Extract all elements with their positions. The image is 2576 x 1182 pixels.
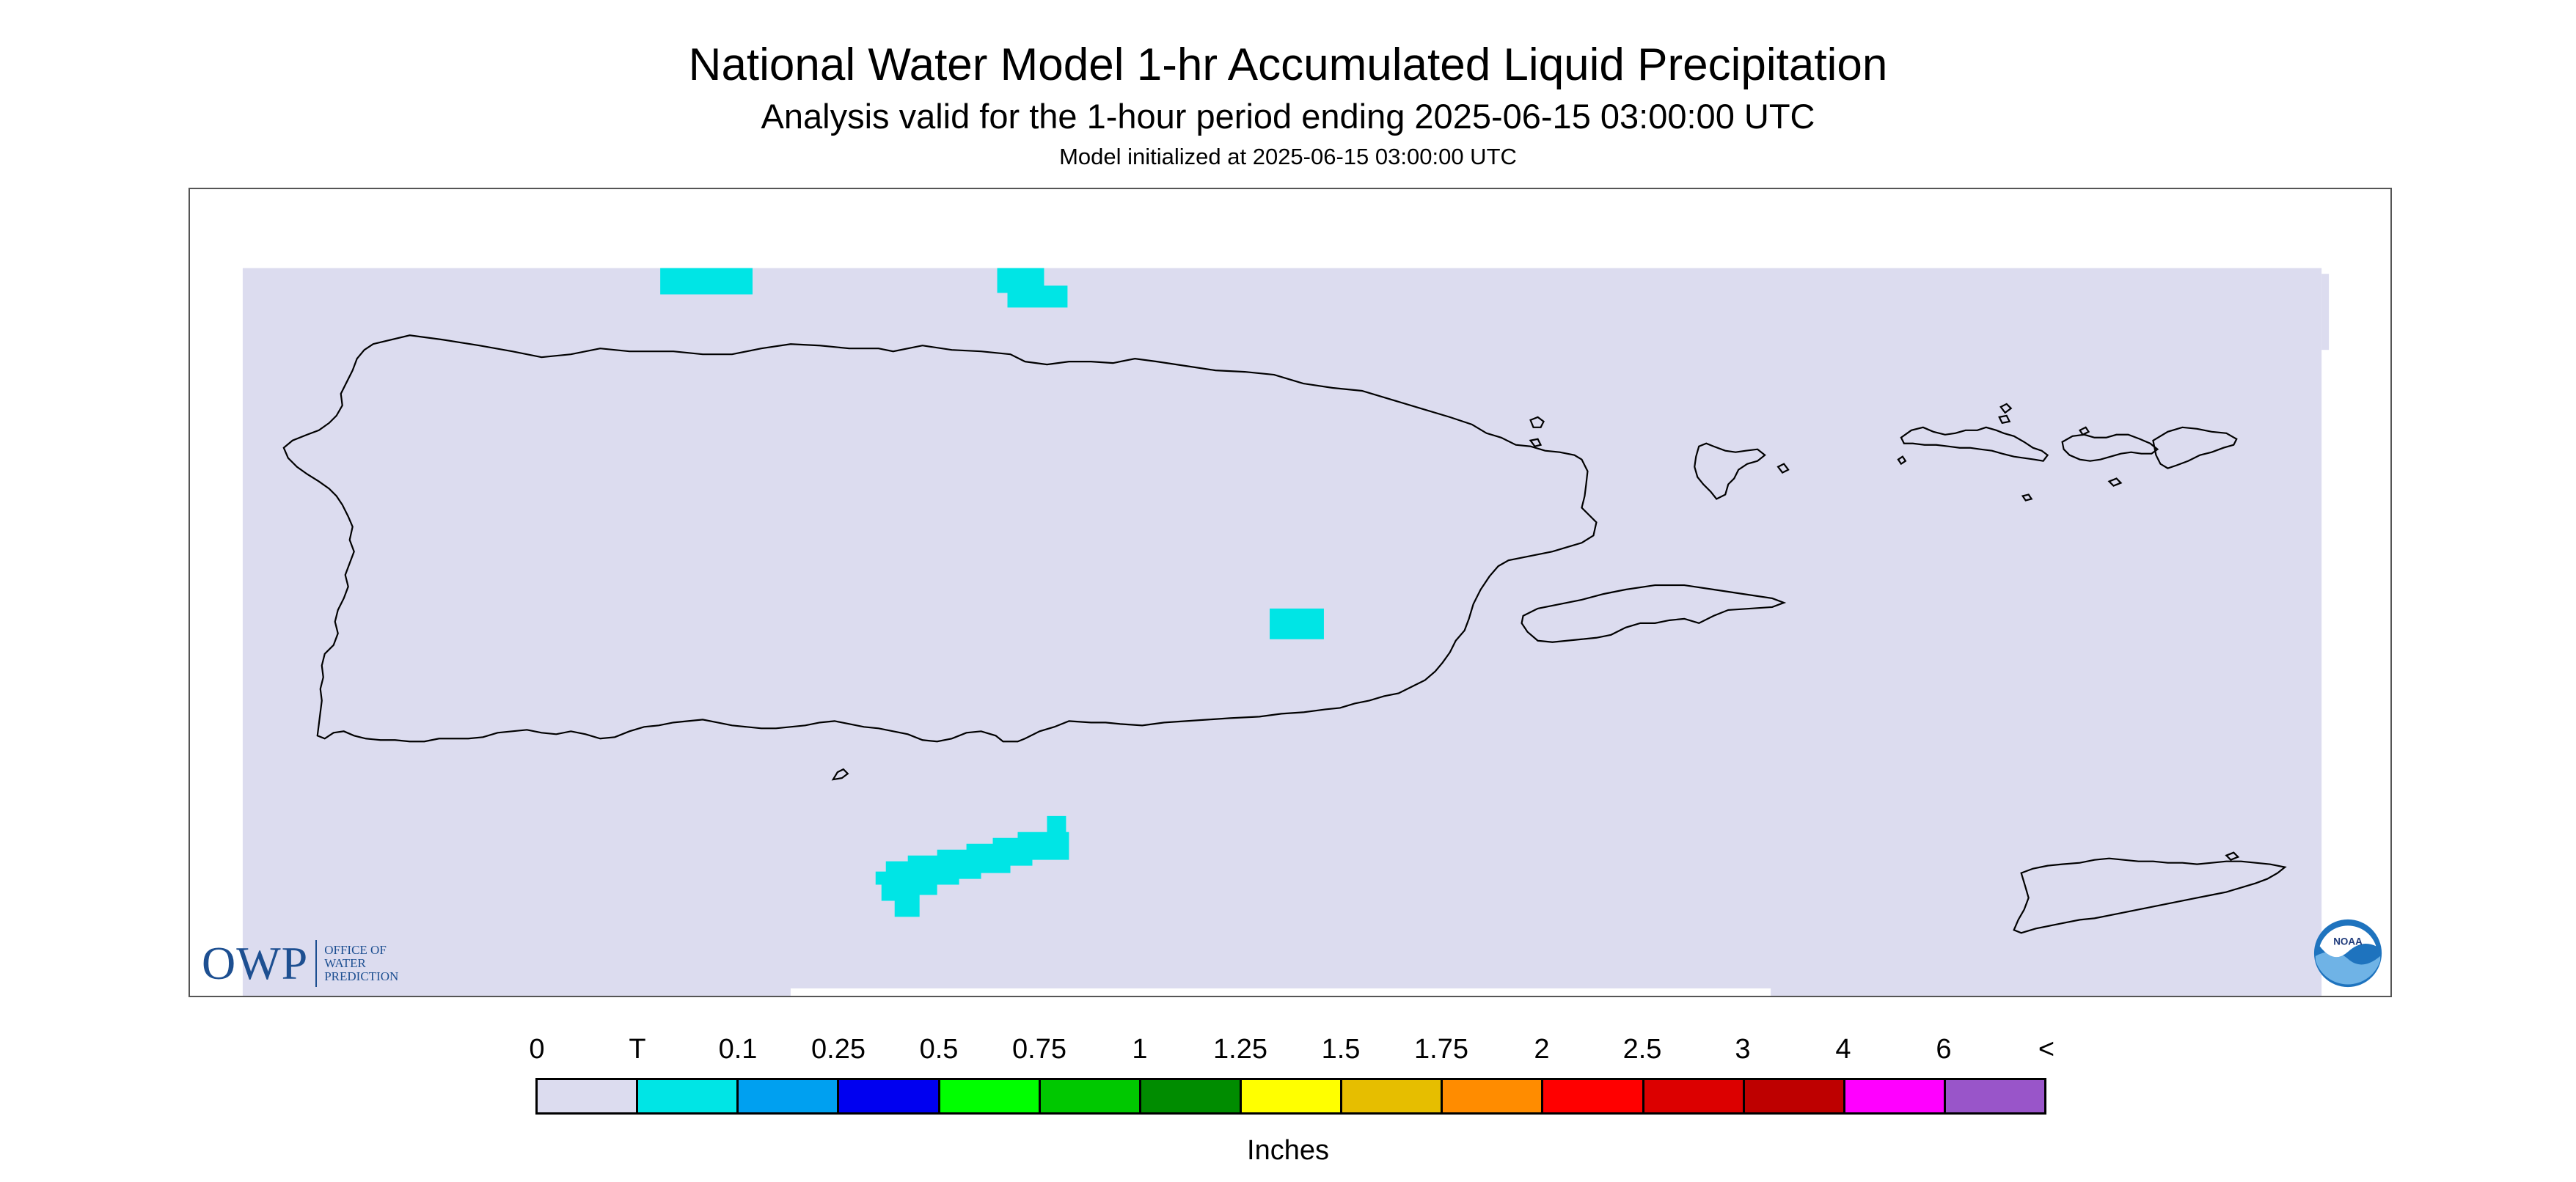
legend-colorbar xyxy=(535,1078,2046,1115)
virgin-islands-islet xyxy=(1897,455,1907,466)
st-john-coastline xyxy=(2061,433,2159,462)
legend-swatch xyxy=(1141,1080,1242,1112)
st-croix-islet xyxy=(2225,851,2240,861)
culebrita-coastline xyxy=(1529,416,1545,428)
tortola-coastline xyxy=(2152,426,2238,469)
owp-logo-text: OFFICE OF WATER PREDICTION xyxy=(324,944,398,983)
legend-label: 1.75 xyxy=(1414,1034,1468,1065)
noaa-logo: NOAA xyxy=(2313,919,2382,988)
virgin-islands-islet xyxy=(1999,403,2013,414)
vieques-coastline xyxy=(1521,584,1787,643)
owp-logo: OWP OFFICE OF WATER PREDICTION xyxy=(202,940,398,987)
legend-swatch xyxy=(1543,1080,1644,1112)
precipitation-map xyxy=(242,268,2330,996)
model-domain-right-strip xyxy=(2321,274,2330,350)
legend-swatch xyxy=(638,1080,739,1112)
legend-swatch xyxy=(1342,1080,1443,1112)
map-panel: OWP OFFICE OF WATER PREDICTION NOAA xyxy=(189,188,2392,997)
legend-label: 2.5 xyxy=(1622,1034,1662,1065)
legend-swatch xyxy=(1644,1080,1745,1112)
trace-cell xyxy=(875,815,1069,917)
culebrita-islet xyxy=(1529,438,1543,447)
trace-cell xyxy=(1007,285,1068,308)
map-subtitle: Analysis valid for the 1-hour period end… xyxy=(761,97,1815,136)
owp-logo-abbr: OWP xyxy=(202,940,318,987)
trace-cell xyxy=(1270,608,1324,639)
coastlines xyxy=(282,334,2287,934)
legend-label: 0.5 xyxy=(919,1034,959,1065)
legend-label: 1.5 xyxy=(1321,1034,1361,1065)
owp-logo-line3: PREDICTION xyxy=(324,969,399,983)
title-block: National Water Model 1-hr Accumulated Li… xyxy=(0,35,2576,172)
trace-precip-cells xyxy=(660,268,1324,917)
virgin-islands-islet xyxy=(2078,426,2090,436)
puerto-rico-coastline xyxy=(282,334,1598,743)
legend-label: 1 xyxy=(1132,1034,1148,1065)
st-thomas-coastline xyxy=(1900,426,2049,462)
legend-swatch xyxy=(940,1080,1041,1112)
map-title: National Water Model 1-hr Accumulated Li… xyxy=(688,40,1888,90)
legend-label: 0.1 xyxy=(718,1034,758,1065)
trace-cell xyxy=(660,268,753,295)
model-init-time: Model initialized at 2025-06-15 03:00:00… xyxy=(1059,144,1517,169)
st-croix-coastline xyxy=(2013,857,2287,934)
legend-unit-label: Inches xyxy=(1247,1135,1329,1166)
legend-label: 0.75 xyxy=(1012,1034,1066,1065)
legend-labels: 0 T 0.1 0.25 0.5 0.75 1 1.25 1.5 1.75 2 … xyxy=(0,1031,2576,1075)
legend-swatch xyxy=(1945,1080,2045,1112)
legend-swatch xyxy=(839,1080,940,1112)
legend-label: 3 xyxy=(1735,1034,1751,1065)
legend-swatch xyxy=(1845,1080,1946,1112)
virgin-islands-islet xyxy=(2107,477,2123,487)
culebra-coastline xyxy=(1694,442,1766,500)
legend-swatch xyxy=(1241,1080,1343,1112)
model-domain-bottom-gap xyxy=(790,988,1771,996)
legend-swatch xyxy=(1744,1080,1845,1112)
legend-swatch xyxy=(739,1080,840,1112)
legend-label: T xyxy=(629,1034,646,1065)
legend-label: 1.25 xyxy=(1213,1034,1267,1065)
culebra-islet xyxy=(1777,463,1790,474)
owp-logo-line2: WATER xyxy=(324,956,366,970)
noaa-logo-text: NOAA xyxy=(2333,936,2363,947)
legend-swatch xyxy=(1040,1080,1141,1112)
virgin-islands-islet xyxy=(2021,493,2033,502)
virgin-islands-islet xyxy=(1998,414,2011,425)
legend-label: 4 xyxy=(1835,1034,1851,1065)
legend-label: 2 xyxy=(1534,1034,1550,1065)
legend-swatch xyxy=(1443,1080,1544,1112)
legend-swatch xyxy=(538,1080,639,1112)
legend-label: 0 xyxy=(529,1034,545,1065)
legend-label: 6 xyxy=(1936,1034,1952,1065)
owp-logo-line1: OFFICE OF xyxy=(324,943,387,957)
legend-label: 0.25 xyxy=(811,1034,866,1065)
caja-de-muertos-coastline xyxy=(831,768,849,781)
legend-label: < xyxy=(2038,1034,2055,1065)
